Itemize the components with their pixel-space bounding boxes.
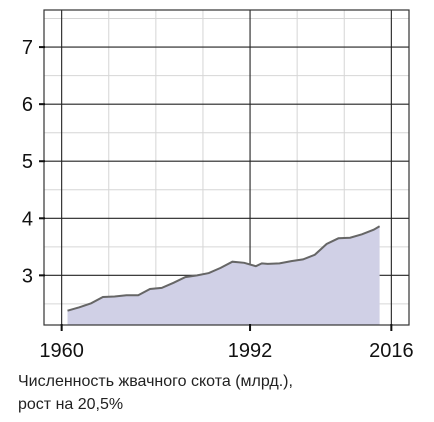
x-tick-label: 1960	[39, 340, 84, 362]
ruminant-livestock-chart: 3 4 5 6 7 1960 1992 2016	[22, 9, 414, 362]
y-tick-label: 7	[22, 37, 33, 59]
livestock-line	[67, 225, 381, 312]
x-tick-label: 2016	[369, 340, 414, 362]
y-tick-label: 5	[22, 151, 33, 173]
plot-frame	[43, 9, 410, 326]
y-axis-labels: 3 4 5 6 7	[22, 37, 33, 287]
chart-caption: Численность жвачного скота (млрд.), рост…	[18, 370, 293, 416]
x-axis-labels: 1960 1992 2016	[39, 340, 413, 362]
axis-ticks	[39, 46, 393, 331]
x-tick-label: 1992	[228, 340, 273, 362]
y-tick-label: 4	[22, 208, 33, 230]
livestock-area	[67, 226, 380, 325]
y-tick-label: 6	[22, 94, 33, 116]
caption-line-1: Численность жвачного скота (млрд.),	[18, 373, 293, 390]
caption-line-2: рост на 20,5%	[18, 396, 124, 413]
y-tick-label: 3	[22, 265, 33, 287]
